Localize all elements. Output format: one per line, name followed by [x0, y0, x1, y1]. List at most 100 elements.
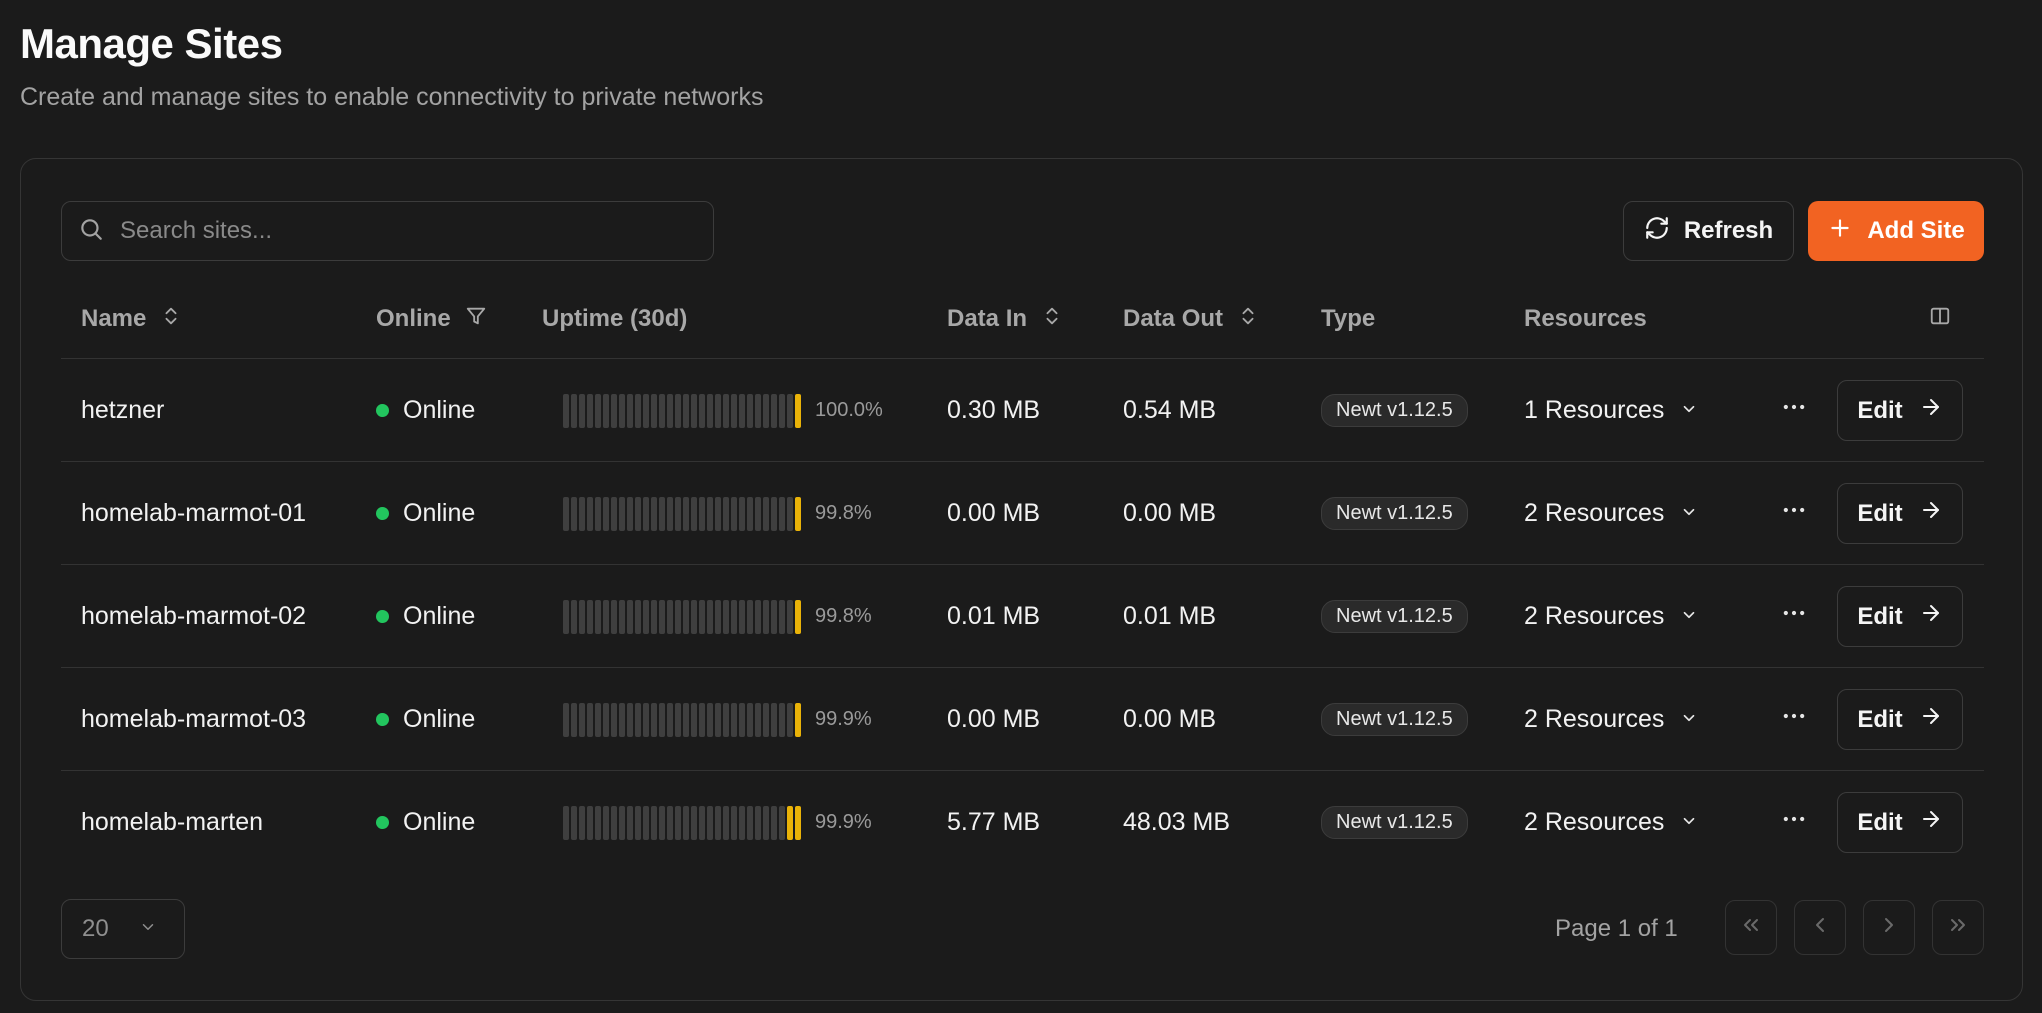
search-input[interactable] — [120, 217, 680, 245]
resources-dropdown[interactable]: 1 Resources — [1524, 396, 1698, 425]
edit-button[interactable]: Edit — [1837, 380, 1963, 441]
column-online-label: Online — [376, 305, 451, 332]
resources-dropdown[interactable]: 2 Resources — [1524, 808, 1698, 837]
uptime-bar — [779, 393, 785, 428]
uptime-bar — [651, 599, 657, 634]
uptime-bar — [587, 805, 593, 840]
uptime-bar — [715, 599, 721, 634]
type-badge: Newt v1.12.5 — [1321, 806, 1468, 839]
type-cell: Newt v1.12.5 — [1321, 668, 1468, 771]
uptime-bar — [667, 496, 673, 531]
uptime-bar — [731, 702, 737, 737]
uptime-percent: 99.9% — [815, 811, 872, 833]
resources-cell: 2 Resources — [1524, 462, 1698, 565]
uptime-bar — [627, 805, 633, 840]
chevron-down-icon — [1680, 602, 1698, 631]
uptime-bar — [723, 599, 729, 634]
uptime-cell: 99.9% — [563, 668, 872, 771]
uptime-bar — [627, 393, 633, 428]
data-out-value: 48.03 MB — [1123, 808, 1231, 836]
uptime-bar — [795, 702, 801, 737]
uptime-cell: 99.9% — [563, 771, 872, 874]
uptime-bar — [699, 702, 705, 737]
column-data-out[interactable]: Data Out — [1123, 279, 1259, 359]
more-actions-button[interactable] — [1780, 359, 1808, 462]
uptime-bar — [731, 393, 737, 428]
uptime-cell: 99.8% — [563, 565, 872, 668]
site-name: hetzner — [81, 396, 165, 424]
uptime-bar — [787, 599, 793, 634]
column-resources: Resources — [1524, 279, 1647, 359]
online-dot-icon — [376, 713, 389, 726]
last-page-button[interactable] — [1932, 900, 1984, 955]
edit-button[interactable]: Edit — [1837, 483, 1963, 544]
add-site-button[interactable]: Add Site — [1808, 201, 1984, 261]
uptime-percent: 99.8% — [815, 605, 872, 627]
chevrons-left-icon — [1739, 913, 1763, 942]
uptime-bar — [667, 805, 673, 840]
refresh-button[interactable]: Refresh — [1623, 201, 1794, 261]
resources-dropdown[interactable]: 2 Resources — [1524, 602, 1698, 631]
more-actions-button[interactable] — [1780, 462, 1808, 565]
edit-button[interactable]: Edit — [1837, 792, 1963, 853]
resources-dropdown[interactable]: 2 Resources — [1524, 705, 1698, 734]
resources-cell: 1 Resources — [1524, 359, 1698, 462]
uptime-bar — [579, 702, 585, 737]
uptime-bar — [675, 805, 681, 840]
uptime-bar — [707, 393, 713, 428]
next-page-button[interactable] — [1863, 900, 1915, 955]
uptime-bar — [715, 702, 721, 737]
more-actions-button[interactable] — [1780, 668, 1808, 771]
filter-icon — [465, 305, 487, 334]
column-data-out-label: Data Out — [1123, 305, 1224, 332]
page-size-select[interactable]: 20 — [61, 899, 185, 959]
online-status: Online — [376, 771, 475, 874]
online-dot-icon — [376, 816, 389, 829]
uptime-bar — [691, 599, 697, 634]
online-status: Online — [376, 565, 475, 668]
uptime-bar — [635, 393, 641, 428]
uptime-bar — [579, 805, 585, 840]
columns-toggle-button[interactable] — [1929, 279, 1951, 359]
uptime-bar — [747, 393, 753, 428]
uptime-bar — [683, 393, 689, 428]
uptime-bar — [651, 702, 657, 737]
uptime-bar — [611, 702, 617, 737]
table-row[interactable]: homelab-marten Online 99.9% 5.77 MB 48.0… — [61, 771, 1984, 874]
uptime-bar — [603, 496, 609, 531]
uptime-percent: 100.0% — [815, 399, 883, 421]
resources-dropdown[interactable]: 2 Resources — [1524, 499, 1698, 528]
more-horizontal-icon — [1780, 805, 1808, 840]
uptime-bar — [571, 805, 577, 840]
edit-button[interactable]: Edit — [1837, 586, 1963, 647]
first-page-button[interactable] — [1725, 900, 1777, 955]
previous-page-button[interactable] — [1794, 900, 1846, 955]
column-data-in[interactable]: Data In — [947, 279, 1063, 359]
edit-label: Edit — [1857, 396, 1903, 424]
site-name: homelab-marten — [81, 808, 264, 836]
search-box[interactable] — [61, 201, 714, 261]
uptime-bar — [619, 496, 625, 531]
edit-button[interactable]: Edit — [1837, 689, 1963, 750]
column-resources-label: Resources — [1524, 305, 1647, 332]
more-actions-button[interactable] — [1780, 771, 1808, 874]
column-name[interactable]: Name — [81, 279, 182, 359]
arrow-right-icon — [1919, 704, 1943, 735]
uptime-bar — [563, 702, 569, 737]
uptime-bar — [627, 496, 633, 531]
chevron-right-icon — [1877, 913, 1901, 942]
uptime-bar — [603, 393, 609, 428]
more-actions-button[interactable] — [1780, 565, 1808, 668]
type-cell: Newt v1.12.5 — [1321, 771, 1468, 874]
online-status: Online — [376, 462, 475, 565]
data-in-value: 0.01 MB — [947, 602, 1041, 630]
uptime-bar — [691, 702, 697, 737]
uptime-bar — [787, 805, 793, 840]
column-online[interactable]: Online — [376, 279, 487, 359]
table-row[interactable]: homelab-marmot-03 Online 99.9% 0.00 MB 0… — [61, 668, 1984, 771]
table-row[interactable]: homelab-marmot-01 Online 99.8% 0.00 MB 0… — [61, 462, 1984, 565]
table-row[interactable]: homelab-marmot-02 Online 99.8% 0.01 MB 0… — [61, 565, 1984, 668]
sort-icon — [1041, 305, 1063, 334]
table-row[interactable]: hetzner Online 100.0% 0.30 MB 0.54 MB Ne… — [61, 359, 1984, 462]
uptime-bar — [723, 805, 729, 840]
